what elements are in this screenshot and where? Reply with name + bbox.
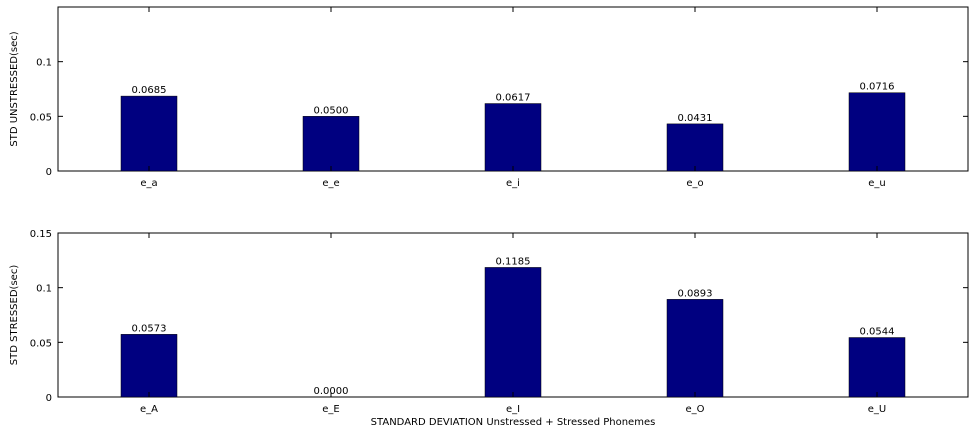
bottom-xtick-label-e_U: e_U bbox=[868, 404, 886, 415]
bottom-xtick-label-e_A: e_A bbox=[140, 404, 158, 415]
bottom-value-label-e_U: 0.0544 bbox=[860, 327, 895, 338]
top-bar-chart: STD UNSTRESSED(sec) 0 0.05 0.1 0.0685 e_a 0.0… bbox=[9, 6, 969, 189]
bottom-ytick-label: 0.15 bbox=[30, 229, 52, 240]
top-xtick-label-e_e: e_e bbox=[322, 178, 339, 189]
bottom-ytick-label: 0 bbox=[46, 393, 52, 404]
bottom-value-label-e_E: 0.0000 bbox=[314, 386, 349, 397]
top-xtick-label-e_o: e_o bbox=[686, 178, 703, 189]
top-value-label-e_e: 0.0500 bbox=[314, 105, 349, 116]
bottom-xtick-label-e_E: e_E bbox=[322, 404, 339, 415]
bottom-value-label-e_O: 0.0893 bbox=[678, 288, 713, 299]
top-value-label-e_i: 0.0617 bbox=[496, 93, 531, 104]
bottom-bar-e_O bbox=[666, 299, 724, 398]
top-y-axis-label: STD UNSTRESSED(sec) bbox=[9, 31, 20, 146]
top-xtick-label-e_u: e_u bbox=[868, 178, 886, 189]
top-ytick-label: 0.05 bbox=[30, 112, 52, 123]
bottom-value-label-e_A: 0.0573 bbox=[132, 323, 167, 334]
top-xtick-label-e_i: e_i bbox=[506, 178, 520, 189]
bottom-bar-e_I bbox=[484, 267, 542, 398]
top-bar-e_i bbox=[484, 103, 542, 172]
bottom-bar-chart: STD STRESSED(sec) STANDARD DEVIATION Uns… bbox=[9, 229, 969, 428]
top-bar-e_e bbox=[302, 116, 360, 172]
top-bar-e_a bbox=[120, 95, 178, 172]
bottom-bar-e_U bbox=[848, 337, 906, 398]
top-ytick-label: 0 bbox=[46, 167, 52, 178]
bottom-value-label-e_I: 0.1185 bbox=[496, 256, 531, 267]
top-bar-e_u bbox=[848, 92, 906, 172]
bottom-ytick-label: 0.1 bbox=[36, 284, 52, 295]
bottom-xtick-label-e_I: e_I bbox=[506, 404, 520, 415]
top-value-label-e_a: 0.0685 bbox=[132, 85, 167, 96]
bottom-xtick-label-e_O: e_O bbox=[685, 404, 704, 415]
bottom-x-axis-label: STANDARD DEVIATION Unstressed + Stressed… bbox=[371, 417, 656, 428]
bottom-bar-e_A bbox=[120, 334, 178, 398]
top-value-label-e_o: 0.0431 bbox=[678, 113, 713, 124]
top-bar-e_o bbox=[666, 123, 724, 172]
top-ytick-label: 0.1 bbox=[36, 58, 52, 69]
top-value-label-e_u: 0.0716 bbox=[860, 82, 895, 93]
top-xtick-label-e_a: e_a bbox=[140, 178, 157, 189]
bottom-y-axis-label: STD STRESSED(sec) bbox=[9, 265, 20, 366]
bottom-ytick-label: 0.05 bbox=[30, 338, 52, 349]
